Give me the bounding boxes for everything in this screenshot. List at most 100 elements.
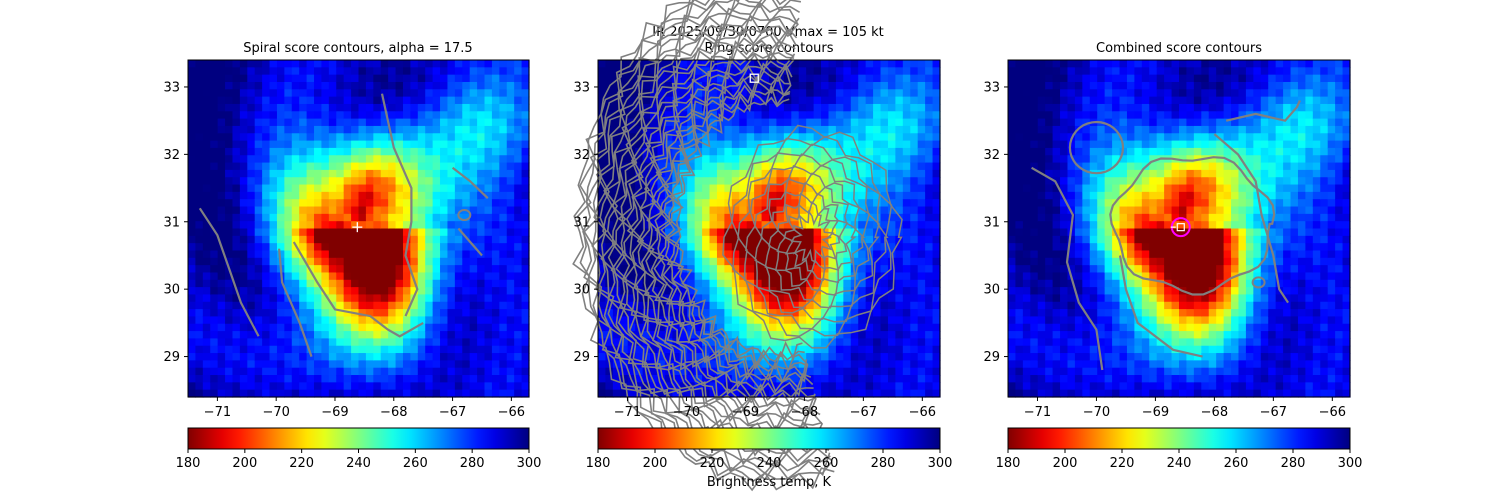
heatmap-cell (754, 213, 763, 222)
heatmap-cell (373, 81, 382, 90)
heatmap-cell (291, 177, 300, 186)
heatmap-cell (605, 243, 614, 252)
heatmap-cell (239, 279, 248, 288)
heatmap-cell (806, 162, 815, 171)
heatmap-cell (835, 316, 844, 325)
heatmap-cell (895, 111, 904, 120)
panel-combined: Combined score contours −71 −70 −69 −68 −67−… (983, 41, 1362, 471)
heatmap-cell (635, 301, 644, 310)
heatmap-cell (716, 199, 725, 208)
heatmap-cell (598, 81, 607, 90)
heatmap-cell (202, 206, 211, 215)
heatmap-cell (887, 294, 896, 303)
heatmap-cell (491, 338, 500, 347)
heatmap-cell (328, 89, 337, 98)
heatmap-cell (232, 382, 241, 391)
heatmap-cell (202, 169, 211, 178)
heatmap-cell (425, 206, 434, 215)
heatmap-cell (491, 265, 500, 274)
heatmap-cell (491, 375, 500, 383)
heatmap-cell (672, 111, 681, 120)
heatmap-cell (1060, 184, 1069, 193)
heatmap-cell (925, 89, 934, 98)
heatmap-cell (321, 184, 330, 193)
heatmap-cell (276, 243, 285, 252)
heatmap-cell (417, 301, 426, 310)
heatmap-cell (798, 147, 807, 156)
heatmap-cell (1089, 353, 1098, 361)
heatmap-cell (1082, 257, 1091, 266)
heatmap-cell (828, 81, 837, 90)
heatmap-cell (425, 316, 434, 325)
heatmap-cell (343, 206, 352, 215)
heatmap-cell (754, 125, 763, 134)
heatmap-cell (425, 125, 434, 134)
heatmap-cell (506, 279, 515, 288)
heatmap-cell (506, 177, 515, 186)
heatmap-cell (469, 323, 478, 332)
heatmap-cell (425, 294, 434, 303)
heatmap-cell (798, 118, 807, 127)
heatmap-cell (635, 184, 644, 193)
heatmap-cell (484, 111, 493, 120)
heatmap-cell (932, 103, 941, 112)
heatmap-cell (380, 125, 389, 134)
heatmap-cell (358, 147, 367, 156)
heatmap-cell (880, 272, 889, 281)
heatmap-cell (605, 353, 614, 361)
heatmap-cell (321, 353, 330, 361)
heatmap-cell (1052, 184, 1061, 193)
heatmap-cell (380, 338, 389, 347)
heatmap-cell (380, 257, 389, 266)
heatmap-cell (477, 191, 486, 200)
heatmap-cell (365, 279, 374, 288)
heatmap-cell (806, 301, 815, 310)
heatmap-cell (1037, 213, 1046, 222)
heatmap-cell (917, 213, 926, 222)
heatmap-cell (499, 103, 508, 112)
heatmap-cell (739, 360, 748, 369)
heatmap-cell (925, 60, 934, 68)
heatmap-cell (1045, 257, 1054, 266)
heatmap-cell (469, 382, 478, 391)
heatmap-cell (254, 301, 263, 310)
heatmap-cell (716, 389, 725, 398)
heatmap-cell (276, 206, 285, 215)
heatmap-cell (806, 309, 815, 318)
heatmap-cell (314, 316, 323, 325)
heatmap-cell (395, 316, 404, 325)
heatmap-cell (754, 147, 763, 156)
heatmap-cell (284, 74, 293, 83)
heatmap-cell (1022, 81, 1031, 90)
heatmap-cell (395, 213, 404, 222)
heatmap-cell (321, 89, 330, 98)
heatmap-cell (351, 316, 360, 325)
heatmap-cell (417, 155, 426, 164)
heatmap-cell (694, 250, 703, 259)
heatmap-cell (484, 81, 493, 90)
heatmap-cell (291, 338, 300, 347)
heatmap-cell (761, 81, 770, 90)
heatmap-cell (783, 162, 792, 171)
heatmap-cell (679, 162, 688, 171)
heatmap-cell (791, 287, 800, 296)
heatmap-cell (477, 177, 486, 186)
heatmap-cell (694, 89, 703, 98)
heatmap-cell (843, 118, 852, 127)
heatmap-cell (447, 96, 456, 105)
heatmap-cell (724, 206, 733, 215)
heatmap-cell (873, 272, 882, 281)
heatmap-cell (716, 74, 725, 83)
heatmap-cell (598, 155, 607, 164)
panel-title-spiral: Spiral score contours, alpha = 17.5 (243, 41, 472, 56)
heatmap-cell (746, 287, 755, 296)
heatmap-cell (276, 228, 285, 237)
heatmap-cell (254, 279, 263, 288)
heatmap-cell (432, 309, 441, 318)
heatmap-cell (761, 111, 770, 120)
heatmap-cell (776, 250, 785, 259)
heatmap-cell (1015, 272, 1024, 281)
heatmap-cell (380, 243, 389, 252)
heatmap-cell (351, 96, 360, 105)
heatmap-cell (202, 316, 211, 325)
